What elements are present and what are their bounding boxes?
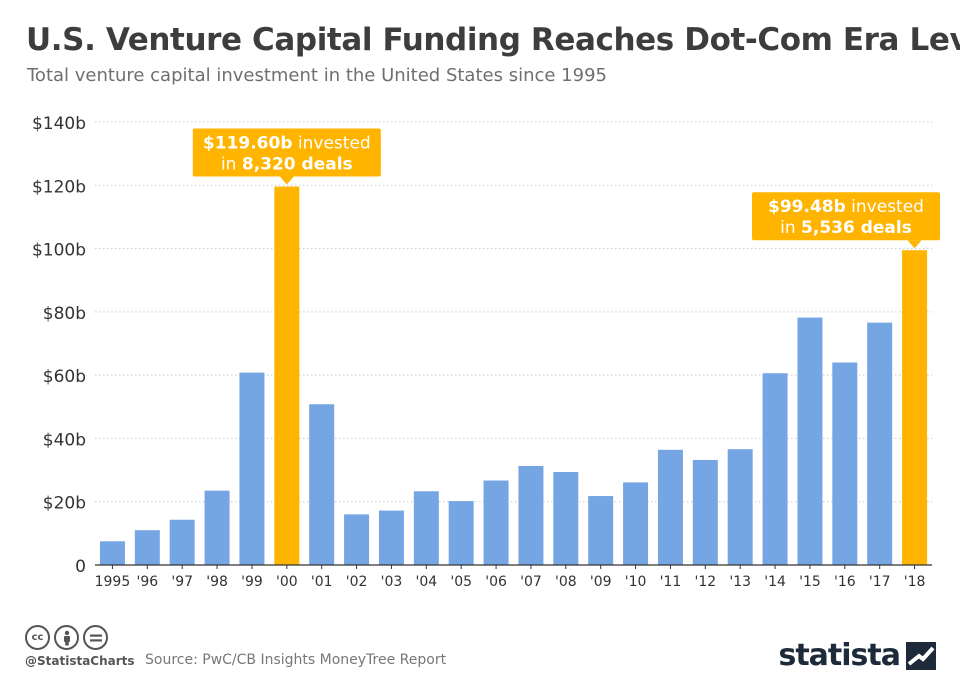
statista-logo[interactable]: statista — [778, 638, 936, 673]
nd-icon — [83, 625, 108, 650]
x-tick-label: '09 — [590, 574, 612, 590]
x-tick-label: '01 — [311, 574, 333, 590]
x-tick-label: '06 — [485, 574, 507, 590]
bar — [169, 519, 195, 565]
x-tick-label: '15 — [799, 574, 821, 590]
bar — [309, 404, 335, 565]
source-text: Source: PwC/CB Insights MoneyTree Report — [145, 652, 447, 668]
y-tick-label: 0 — [75, 557, 86, 577]
cc-icon: cc — [25, 625, 50, 650]
x-tick-label: '99 — [241, 574, 263, 590]
bar — [588, 496, 614, 565]
bar — [657, 449, 683, 565]
brand-name: statista — [778, 638, 901, 673]
annotation-line-1: $119.60b invested — [203, 134, 371, 154]
bar — [448, 501, 474, 565]
chart-subtitle: Total venture capital investment in the … — [27, 65, 607, 86]
annotation-pointer — [279, 176, 294, 185]
bar — [378, 510, 404, 565]
bar — [99, 541, 125, 565]
annotation-line-2: in 8,320 deals — [221, 155, 353, 175]
statista-logo-icon — [906, 641, 936, 670]
x-tick-label: '16 — [834, 574, 856, 590]
x-tick-label: '00 — [276, 574, 298, 590]
bar-chart: 0 $20b $40b $60b $80b $100b $120b $140b 1995 '96 '… — [32, 114, 940, 590]
x-tick-label: '98 — [206, 574, 228, 590]
y-tick-label: $20b — [43, 494, 86, 514]
y-tick-label: $140b — [32, 114, 86, 134]
annotation-line-1: $99.48b invested — [768, 197, 924, 217]
x-tick-label: '11 — [660, 574, 682, 590]
bar — [692, 459, 718, 565]
x-tick-label: '07 — [520, 574, 542, 590]
y-tick-label: $40b — [43, 430, 86, 450]
x-tick-label: '96 — [136, 574, 158, 590]
annotation-box — [752, 192, 940, 241]
bar — [204, 490, 230, 565]
bar — [553, 471, 579, 565]
bar — [867, 322, 893, 565]
bar — [239, 372, 265, 565]
bar — [832, 362, 858, 565]
bar — [518, 465, 544, 565]
y-tick-label: $120b — [32, 177, 86, 197]
x-tick-label: '10 — [625, 574, 647, 590]
x-tick-label: '17 — [869, 574, 891, 590]
bar — [727, 449, 753, 565]
annotation-box — [192, 128, 381, 177]
twitter-handle[interactable]: @StatistaCharts — [25, 654, 135, 668]
x-tick-label: '08 — [555, 574, 577, 590]
y-tick-label: $100b — [32, 241, 86, 261]
bar — [134, 530, 160, 565]
bar — [797, 317, 823, 565]
x-tick-label: '04 — [415, 574, 437, 590]
chart-title: U.S. Venture Capital Funding Reaches Dot… — [26, 22, 960, 58]
bar — [274, 186, 300, 565]
y-tick-label: $80b — [43, 304, 86, 324]
annotation-line-2: in 5,536 deals — [780, 218, 912, 238]
x-tick-label: '12 — [694, 574, 716, 590]
bar — [902, 250, 928, 565]
annotation-pointer — [907, 240, 922, 249]
bar — [623, 482, 649, 565]
bar — [344, 514, 370, 565]
x-tick-label: '97 — [171, 574, 193, 590]
bar — [413, 491, 439, 565]
by-icon — [54, 625, 79, 650]
x-tick-label: 1995 — [95, 574, 131, 590]
license-icons: cc — [25, 625, 108, 650]
x-tick-label: '05 — [450, 574, 472, 590]
x-tick-label: '14 — [764, 574, 786, 590]
x-tick-label: '03 — [381, 574, 403, 590]
x-tick-label: '18 — [904, 574, 926, 590]
x-tick-label: '02 — [346, 574, 368, 590]
bar — [483, 480, 509, 565]
x-tick-label: '13 — [729, 574, 751, 590]
bar — [762, 373, 788, 565]
y-tick-label: $60b — [43, 367, 86, 387]
